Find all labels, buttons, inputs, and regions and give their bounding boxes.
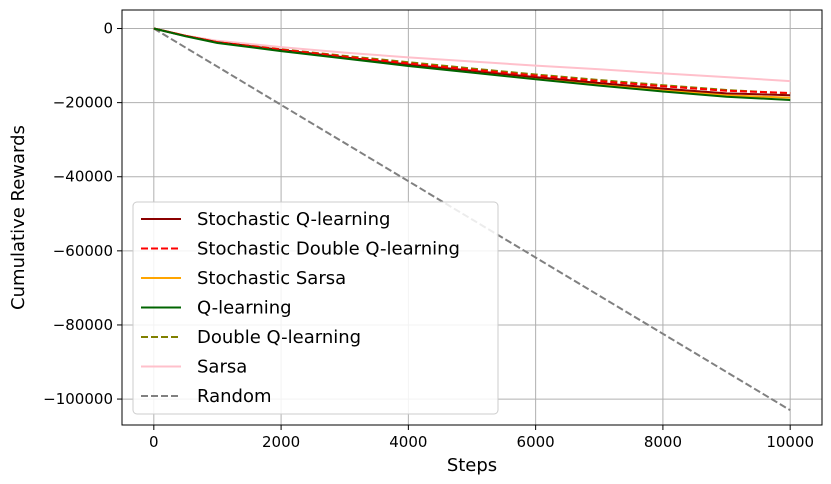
y-tick-label: −100000: [43, 390, 113, 408]
legend-label: Stochastic Double Q-learning: [197, 239, 460, 260]
y-tick-label: −80000: [53, 316, 113, 334]
y-tick-label: 0: [103, 20, 113, 38]
legend-label: Stochastic Sarsa: [197, 268, 346, 289]
legend-label: Stochastic Q-learning: [197, 209, 390, 230]
x-axis-label: Steps: [447, 455, 497, 476]
series-line-double-q-learning: [153, 27, 791, 95]
x-axis-ticks: 0 2000 4000 6000 8000 10000: [149, 425, 814, 451]
legend: Stochastic Q-learning Stochastic Double Q…: [132, 201, 499, 415]
series-line-sarsa: [153, 27, 791, 83]
x-tick-label: 0: [149, 433, 159, 451]
legend-label: Sarsa: [197, 357, 247, 378]
x-tick-label: 6000: [517, 433, 555, 451]
plot-frame: [121, 9, 823, 426]
series-line-random: [153, 27, 791, 412]
legend-label: Q-learning: [197, 298, 292, 319]
y-axis-label: Cumulative Rewards: [8, 125, 29, 310]
series-line-stochastic-double-q-learning: [153, 27, 791, 94]
legend-label: Double Q-learning: [197, 327, 361, 348]
legend-label: Random: [197, 386, 272, 407]
x-tick-label: 2000: [262, 433, 300, 451]
x-tick-label: 4000: [389, 433, 427, 451]
y-tick-label: −60000: [53, 242, 113, 260]
x-tick-label: 10000: [766, 433, 814, 451]
y-tick-label: −20000: [53, 94, 113, 112]
y-axis-ticks: 0 −20000 −40000 −60000 −80000 −100000: [43, 20, 122, 408]
x-tick-label: 8000: [644, 433, 682, 451]
series-group: [153, 27, 791, 412]
y-tick-label: −40000: [53, 168, 113, 186]
series-line-q-learning: [153, 27, 791, 101]
legend-box: [132, 201, 499, 415]
